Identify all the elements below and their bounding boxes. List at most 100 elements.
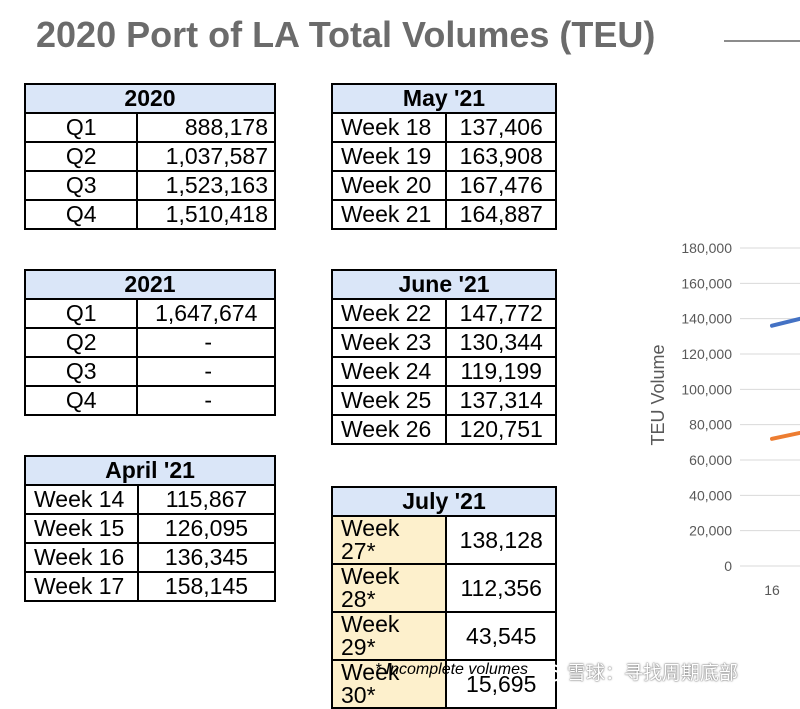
row-label: Q2 xyxy=(23,327,139,358)
table-row: Week 15 126,095 xyxy=(24,513,276,544)
row-value: 120,751 xyxy=(445,414,557,445)
y-tick-label: 120,000 xyxy=(681,346,732,362)
chart-series xyxy=(770,316,800,441)
table-row: Q1 1,647,674 xyxy=(23,298,276,329)
row-value: 158,145 xyxy=(137,571,276,602)
x-tick-label: 16 xyxy=(764,582,780,598)
row-label: Week 29* xyxy=(330,611,448,661)
y-tick-label: 40,000 xyxy=(689,487,732,503)
table-row: Q3 1,523,163 xyxy=(23,170,276,201)
table-header: 2021 xyxy=(24,269,276,300)
y-tick-label: 180,000 xyxy=(681,240,732,256)
chart-x-ticks: 16 xyxy=(764,582,780,598)
row-value: 137,314 xyxy=(445,385,557,416)
row-value: 130,344 xyxy=(445,327,557,358)
row-label: Week 17 xyxy=(24,571,139,602)
series-line-1 xyxy=(770,316,800,328)
table-row: Q3- xyxy=(23,356,276,387)
row-label: Week 18 xyxy=(330,112,448,143)
table-row: Week 28* 112,356 xyxy=(330,563,557,613)
row-label: Week 14 xyxy=(24,484,139,515)
watermark-text: 雪球：寻找周期底部 xyxy=(567,663,739,684)
table-2020: 2020 Q1 888,178 Q2 1,037,587 Q3 1,523,163 Q… xyxy=(23,83,276,230)
row-value: 167,476 xyxy=(445,170,557,201)
table-july-21: July '21 Week 27* 138,128 Week 28* 112,356… xyxy=(330,486,557,709)
watermark: 雪球：寻找周期底部 xyxy=(545,658,738,685)
row-label: Q4 xyxy=(23,385,139,416)
row-label: Q2 xyxy=(23,141,139,172)
row-value: 1,523,163 xyxy=(136,170,276,201)
table-april-21: April '21 Week 14 115,867 Week 15 126,095 … xyxy=(24,455,276,602)
row-label: Q3 xyxy=(23,356,139,387)
y-axis-label: TEU Volume xyxy=(648,344,668,445)
row-value: 112,356 xyxy=(445,563,557,613)
y-tick-label: 0 xyxy=(724,558,732,574)
table-header: June '21 xyxy=(331,269,557,300)
row-label: Week 25 xyxy=(330,385,448,416)
row-value: - xyxy=(136,356,276,387)
table-row: Q2 1,037,587 xyxy=(23,141,276,172)
row-label: Q4 xyxy=(23,199,139,230)
row-value: 1,037,587 xyxy=(136,141,276,172)
row-label: Week 24 xyxy=(330,356,448,387)
table-header: July '21 xyxy=(331,486,557,517)
row-label: Week 19 xyxy=(330,141,448,172)
row-label: Week 22 xyxy=(330,298,448,329)
row-label: Week 23 xyxy=(330,327,448,358)
row-value: 136,345 xyxy=(137,542,276,573)
table-row: Week 24 119,199 xyxy=(330,356,557,387)
y-tick-label: 100,000 xyxy=(681,381,732,397)
y-tick-label: 60,000 xyxy=(689,452,732,468)
table-2021: 2021 Q1 1,647,674 Q2- Q3- Q4- xyxy=(23,269,276,416)
table-row: Week 16 136,345 xyxy=(24,542,276,573)
row-value: - xyxy=(136,327,276,358)
table-row: Week 23 130,344 xyxy=(330,327,557,358)
table-row: Week 22 147,772 xyxy=(330,298,557,329)
row-value: 1,647,674 xyxy=(136,298,276,329)
table-row: Q4 1,510,418 xyxy=(23,199,276,230)
row-label: Week 15 xyxy=(24,513,139,544)
row-label: Q3 xyxy=(23,170,139,201)
row-value: 147,772 xyxy=(445,298,557,329)
row-value: 138,128 xyxy=(445,515,557,565)
row-value: - xyxy=(136,385,276,416)
page-title: 2020 Port of LA Total Volumes (TEU) xyxy=(36,14,656,55)
row-label: Week 28* xyxy=(330,563,448,613)
table-row: Week 18 137,406 xyxy=(330,112,557,143)
row-value: 119,199 xyxy=(445,356,557,387)
row-label: Week 20 xyxy=(330,170,448,201)
table-header: April '21 xyxy=(24,455,276,486)
table-row: Week 25 137,314 xyxy=(330,385,557,416)
table-june-21: June '21 Week 22 147,772 Week 23 130,344 W… xyxy=(330,269,557,445)
table-row: Week 20 167,476 xyxy=(330,170,557,201)
incomplete-volumes-footnote: * Incomplete volumes xyxy=(375,661,528,678)
row-value: 888,178 xyxy=(136,112,276,143)
y-tick-label: 20,000 xyxy=(689,523,732,539)
row-value: 115,867 xyxy=(137,484,276,515)
teu-volume-chart: 180,000 160,000 140,000 120,000 100,000 80,00… xyxy=(648,240,800,598)
table-row: Week 26 120,751 xyxy=(330,414,557,445)
table-row: Q1 888,178 xyxy=(23,112,276,143)
table-row: Week 27* 138,128 xyxy=(330,515,557,565)
table-row: Week 14 115,867 xyxy=(24,484,276,515)
chart-gridlines xyxy=(740,247,800,567)
row-value: 126,095 xyxy=(137,513,276,544)
y-tick-label: 80,000 xyxy=(689,417,732,433)
table-row: Week 29* 43,545 xyxy=(330,611,557,661)
series-line-2 xyxy=(770,430,800,441)
row-value: 164,887 xyxy=(445,199,557,230)
table-row: Week 19 163,908 xyxy=(330,141,557,172)
chart-y-ticks: 180,000 160,000 140,000 120,000 100,000 80,00… xyxy=(681,240,732,574)
y-tick-label: 160,000 xyxy=(681,275,732,291)
row-label: Q1 xyxy=(23,298,139,329)
row-label: Week 27* xyxy=(330,515,448,565)
table-may-21: May '21 Week 18 137,406 Week 19 163,908 We… xyxy=(330,83,557,230)
table-row: Week 17 158,145 xyxy=(24,571,276,602)
row-value: 163,908 xyxy=(445,141,557,172)
row-value: 1,510,418 xyxy=(136,199,276,230)
row-label: Week 21 xyxy=(330,199,448,230)
table-header: 2020 xyxy=(24,83,276,114)
y-tick-label: 140,000 xyxy=(681,311,732,327)
row-label: Week 26 xyxy=(330,414,448,445)
row-value: 137,406 xyxy=(445,112,557,143)
